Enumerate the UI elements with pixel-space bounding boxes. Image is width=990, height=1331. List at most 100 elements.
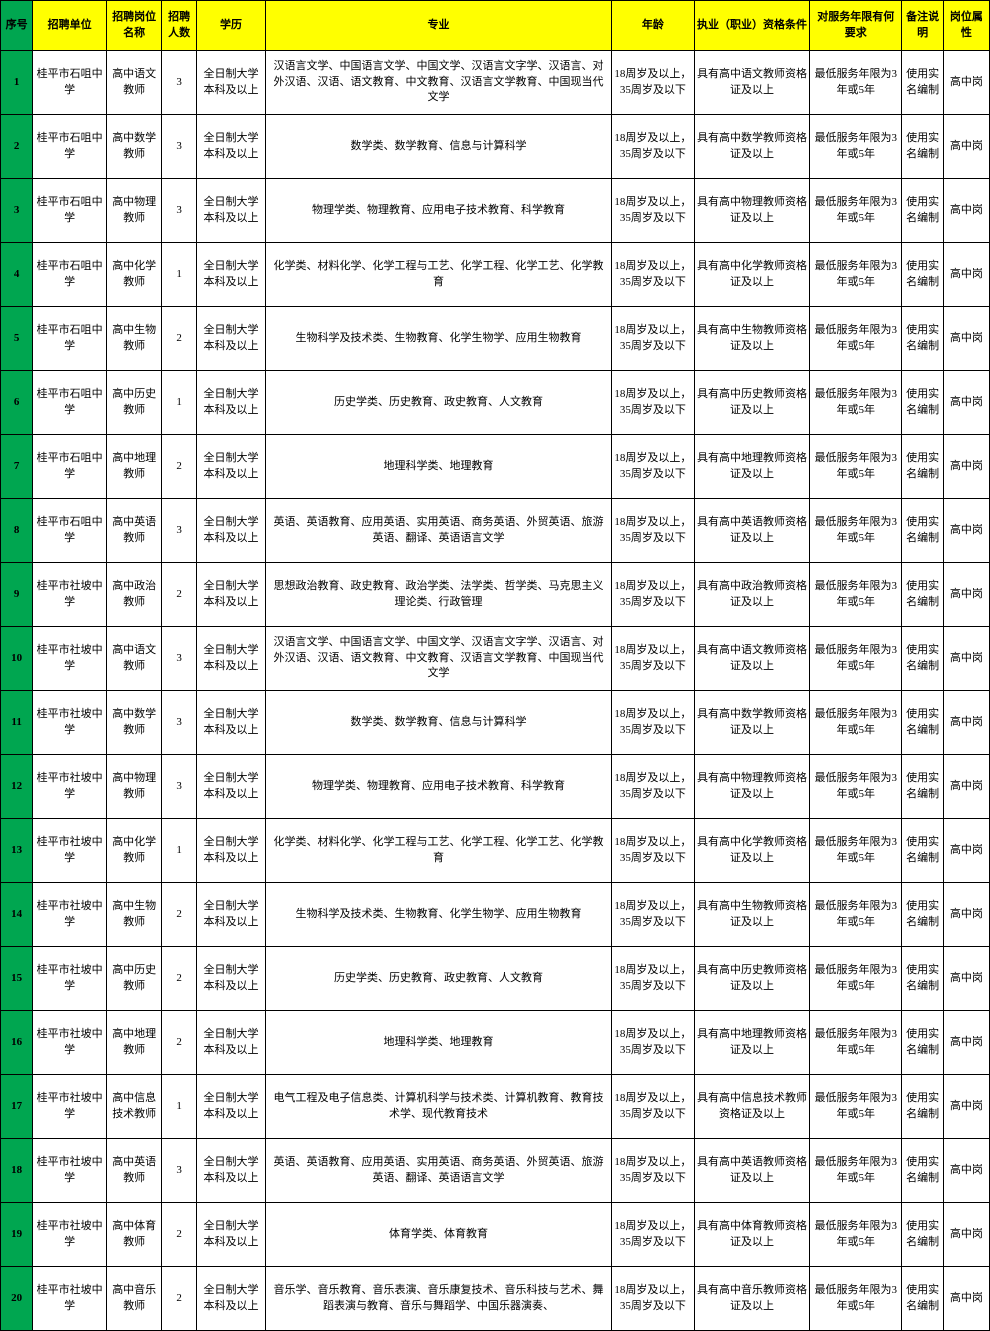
- cell-unit: 桂平市石咀中学: [33, 51, 107, 115]
- cell-svc: 最低服务年限为3年或5年: [810, 691, 902, 755]
- cell-seq: 2: [1, 115, 33, 179]
- cell-edu: 全日制大学本科及以上: [196, 883, 265, 947]
- cell-major: 英语、英语教育、应用英语、实用英语、商务英语、外贸英语、旅游英语、翻译、英语语言…: [266, 499, 612, 563]
- cell-age: 18周岁及以上，35周岁及以下: [611, 1075, 694, 1139]
- cell-type: 高中岗: [943, 1139, 989, 1203]
- cell-type: 高中岗: [943, 691, 989, 755]
- cell-unit: 桂平市石咀中学: [33, 435, 107, 499]
- cell-type: 高中岗: [943, 307, 989, 371]
- cell-seq: 19: [1, 1203, 33, 1267]
- cell-unit: 桂平市石咀中学: [33, 307, 107, 371]
- cell-type: 高中岗: [943, 1011, 989, 1075]
- cell-num: 1: [162, 371, 197, 435]
- cell-type: 高中岗: [943, 179, 989, 243]
- cell-unit: 桂平市社坡中学: [33, 1011, 107, 1075]
- cell-major: 电气工程及电子信息类、计算机科学与技术类、计算机教育、教育技术学、现代教育技术: [266, 1075, 612, 1139]
- cell-edu: 全日制大学本科及以上: [196, 51, 265, 115]
- cell-cert: 具有高中化学教师资格证及以上: [694, 819, 809, 883]
- cell-pos: 高中生物教师: [107, 307, 162, 371]
- cell-note: 使用实名编制: [902, 627, 943, 691]
- cell-cert: 具有高中语文教师资格证及以上: [694, 627, 809, 691]
- table-row: 8桂平市石咀中学高中英语教师3全日制大学本科及以上英语、英语教育、应用英语、实用…: [1, 499, 990, 563]
- cell-num: 3: [162, 627, 197, 691]
- cell-num: 1: [162, 243, 197, 307]
- cell-svc: 最低服务年限为3年或5年: [810, 1203, 902, 1267]
- cell-note: 使用实名编制: [902, 115, 943, 179]
- cell-num: 3: [162, 51, 197, 115]
- cell-seq: 1: [1, 51, 33, 115]
- cell-svc: 最低服务年限为3年或5年: [810, 1139, 902, 1203]
- cell-unit: 桂平市社坡中学: [33, 947, 107, 1011]
- cell-type: 高中岗: [943, 819, 989, 883]
- cell-cert: 具有高中数学教师资格证及以上: [694, 115, 809, 179]
- table-header: 序号 招聘单位 招聘岗位名称 招聘人数 学历 专业 年龄 执业（职业）资格条件 …: [1, 1, 990, 51]
- cell-note: 使用实名编制: [902, 243, 943, 307]
- cell-age: 18周岁及以上，35周岁及以下: [611, 947, 694, 1011]
- cell-note: 使用实名编制: [902, 435, 943, 499]
- cell-cert: 具有高中信息技术教师资格证及以上: [694, 1075, 809, 1139]
- cell-note: 使用实名编制: [902, 883, 943, 947]
- cell-cert: 具有高中体育教师资格证及以上: [694, 1203, 809, 1267]
- cell-note: 使用实名编制: [902, 307, 943, 371]
- cell-age: 18周岁及以上，35周岁及以下: [611, 115, 694, 179]
- cell-pos: 高中物理教师: [107, 179, 162, 243]
- cell-svc: 最低服务年限为3年或5年: [810, 563, 902, 627]
- cell-note: 使用实名编制: [902, 179, 943, 243]
- cell-pos: 高中信息技术教师: [107, 1075, 162, 1139]
- cell-unit: 桂平市社坡中学: [33, 755, 107, 819]
- table-row: 12桂平市社坡中学高中物理教师3全日制大学本科及以上物理学类、物理教育、应用电子…: [1, 755, 990, 819]
- cell-num: 2: [162, 883, 197, 947]
- cell-pos: 高中体育教师: [107, 1203, 162, 1267]
- cell-age: 18周岁及以上，35周岁及以下: [611, 51, 694, 115]
- cell-age: 18周岁及以上，35周岁及以下: [611, 243, 694, 307]
- cell-svc: 最低服务年限为3年或5年: [810, 179, 902, 243]
- cell-cert: 具有高中音乐教师资格证及以上: [694, 1267, 809, 1331]
- cell-seq: 5: [1, 307, 33, 371]
- cell-age: 18周岁及以上，35周岁及以下: [611, 563, 694, 627]
- cell-edu: 全日制大学本科及以上: [196, 179, 265, 243]
- table-row: 7桂平市石咀中学高中地理教师2全日制大学本科及以上地理科学类、地理教育18周岁及…: [1, 435, 990, 499]
- table-row: 20桂平市社坡中学高中音乐教师2全日制大学本科及以上音乐学、音乐教育、音乐表演、…: [1, 1267, 990, 1331]
- cell-svc: 最低服务年限为3年或5年: [810, 1011, 902, 1075]
- cell-type: 高中岗: [943, 563, 989, 627]
- cell-type: 高中岗: [943, 243, 989, 307]
- cell-major: 体育学类、体育教育: [266, 1203, 612, 1267]
- cell-svc: 最低服务年限为3年或5年: [810, 435, 902, 499]
- cell-major: 历史学类、历史教育、政史教育、人文教育: [266, 947, 612, 1011]
- cell-major: 生物科学及技术类、生物教育、化学生物学、应用生物教育: [266, 307, 612, 371]
- cell-cert: 具有高中历史教师资格证及以上: [694, 371, 809, 435]
- cell-edu: 全日制大学本科及以上: [196, 307, 265, 371]
- cell-major: 历史学类、历史教育、政史教育、人文教育: [266, 371, 612, 435]
- cell-type: 高中岗: [943, 1267, 989, 1331]
- cell-major: 数学类、数学教育、信息与计算科学: [266, 691, 612, 755]
- cell-num: 3: [162, 755, 197, 819]
- cell-type: 高中岗: [943, 1075, 989, 1139]
- recruitment-table: 序号 招聘单位 招聘岗位名称 招聘人数 学历 专业 年龄 执业（职业）资格条件 …: [0, 0, 990, 1331]
- table-row: 19桂平市社坡中学高中体育教师2全日制大学本科及以上体育学类、体育教育18周岁及…: [1, 1203, 990, 1267]
- col-note: 备注说明: [902, 1, 943, 51]
- cell-note: 使用实名编制: [902, 947, 943, 1011]
- cell-edu: 全日制大学本科及以上: [196, 1267, 265, 1331]
- cell-unit: 桂平市社坡中学: [33, 1075, 107, 1139]
- cell-note: 使用实名编制: [902, 499, 943, 563]
- cell-cert: 具有高中物理教师资格证及以上: [694, 755, 809, 819]
- cell-num: 3: [162, 179, 197, 243]
- cell-note: 使用实名编制: [902, 819, 943, 883]
- cell-unit: 桂平市石咀中学: [33, 371, 107, 435]
- cell-edu: 全日制大学本科及以上: [196, 691, 265, 755]
- cell-cert: 具有高中英语教师资格证及以上: [694, 499, 809, 563]
- cell-num: 2: [162, 563, 197, 627]
- table-row: 9桂平市社坡中学高中政治教师2全日制大学本科及以上思想政治教育、政史教育、政治学…: [1, 563, 990, 627]
- cell-age: 18周岁及以上，35周岁及以下: [611, 1011, 694, 1075]
- cell-num: 1: [162, 819, 197, 883]
- cell-svc: 最低服务年限为3年或5年: [810, 627, 902, 691]
- col-age: 年龄: [611, 1, 694, 51]
- cell-pos: 高中音乐教师: [107, 1267, 162, 1331]
- cell-num: 2: [162, 1203, 197, 1267]
- col-svc: 对服务年限有何要求: [810, 1, 902, 51]
- cell-cert: 具有高中语文教师资格证及以上: [694, 51, 809, 115]
- cell-unit: 桂平市石咀中学: [33, 115, 107, 179]
- cell-pos: 高中地理教师: [107, 1011, 162, 1075]
- cell-age: 18周岁及以上，35周岁及以下: [611, 1267, 694, 1331]
- cell-cert: 具有高中地理教师资格证及以上: [694, 435, 809, 499]
